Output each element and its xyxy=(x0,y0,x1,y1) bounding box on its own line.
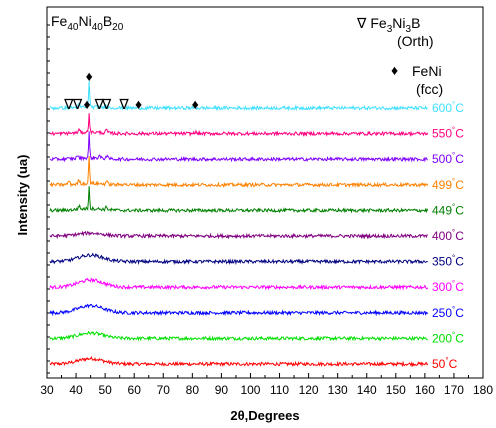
x-tick-label: 50 xyxy=(98,383,112,397)
fcc-marker-7: ♦ xyxy=(135,96,142,112)
series-label-300c: 300°C xyxy=(432,279,464,294)
series-label-200c: 200°C xyxy=(432,330,464,345)
x-axis-ticks: 30 40 50 60 70 80 90 100 110 120 130 140 150 160 170 18… xyxy=(40,373,493,397)
series-label-449c: 449°C xyxy=(432,202,464,217)
orth-marker-5: ∇ xyxy=(101,96,112,112)
series-label-500c: 500°C xyxy=(432,151,464,166)
series-449c-line xyxy=(49,186,429,214)
series-300c-line xyxy=(49,277,429,291)
series-500c-line xyxy=(49,131,428,163)
y-axis-minor-ticks xyxy=(47,24,50,374)
orth-marker-4: ∇ xyxy=(94,96,105,112)
x-tick-label: 170 xyxy=(444,383,464,397)
fcc-marker-3: ♦ xyxy=(84,96,91,112)
x-tick-label: 150 xyxy=(386,383,406,397)
x-tick-label: 100 xyxy=(240,383,260,397)
legend-phase2-symbol: ♦ xyxy=(391,62,398,78)
peak-markers: ♦∇ ∇ ♦ ∇∇ ∇ ♦ ♦ xyxy=(63,68,199,112)
legend-phase2-note: (fcc) xyxy=(416,81,443,97)
fcc-marker-0: ♦ xyxy=(86,68,93,84)
series-200c-line xyxy=(49,330,428,342)
legend: ∇ Fe3Ni3B (Orth) ♦ FeNi (fcc) xyxy=(356,15,443,97)
series-label-400c: 400°C xyxy=(432,228,464,243)
series-label-499c: 499°C xyxy=(432,177,464,192)
series-label-600c: 600°C xyxy=(432,100,464,115)
y-axis-title: Intensity (ua) xyxy=(15,155,30,236)
orth-marker-1: ∇ xyxy=(63,96,74,112)
series-labels: 50°C 200°C 250°C 300°C 350°C 400°C 449°C 499°C 5… xyxy=(432,100,464,371)
series-label-250c: 250°C xyxy=(432,305,464,320)
legend-phase1-label: ∇ Fe3Ni3B xyxy=(356,15,420,35)
x-tick-label: 130 xyxy=(328,383,348,397)
x-axis-title: 2θ,Degrees xyxy=(230,408,299,423)
series-400c-line xyxy=(49,230,428,240)
legend-phase1-note: (Orth) xyxy=(397,33,434,49)
x-tick-label: 110 xyxy=(270,383,289,397)
x-tick-label: 140 xyxy=(357,383,377,397)
fcc-marker-8: ♦ xyxy=(192,96,199,112)
series-50c-line xyxy=(49,355,429,368)
series-600c-line xyxy=(49,80,428,112)
x-tick-label: 30 xyxy=(40,383,54,397)
x-tick-label: 120 xyxy=(299,383,319,397)
x-tick-label: 160 xyxy=(415,383,435,397)
orth-marker-2: ∇ xyxy=(72,96,83,112)
composition-label: Fe40Ni40B20 xyxy=(51,13,124,33)
x-tick-label: 180 xyxy=(473,383,493,397)
series-group xyxy=(49,80,429,368)
series-550c-line xyxy=(49,113,429,138)
orth-marker-6: ∇ xyxy=(118,96,129,112)
series-label-50c: 50°C xyxy=(432,356,458,371)
series-499c-line xyxy=(49,156,429,189)
series-label-350c: 350°C xyxy=(432,254,464,269)
series-250c-line xyxy=(49,303,429,317)
x-tick-label: 40 xyxy=(69,383,83,397)
series-label-550c: 550°C xyxy=(432,126,464,141)
x-tick-label: 70 xyxy=(157,383,171,397)
x-tick-label: 90 xyxy=(215,383,229,397)
series-350c-line xyxy=(49,252,428,266)
x-tick-label: 60 xyxy=(128,383,142,397)
legend-phase2-name: FeNi xyxy=(412,63,442,79)
x-tick-label: 80 xyxy=(186,383,200,397)
